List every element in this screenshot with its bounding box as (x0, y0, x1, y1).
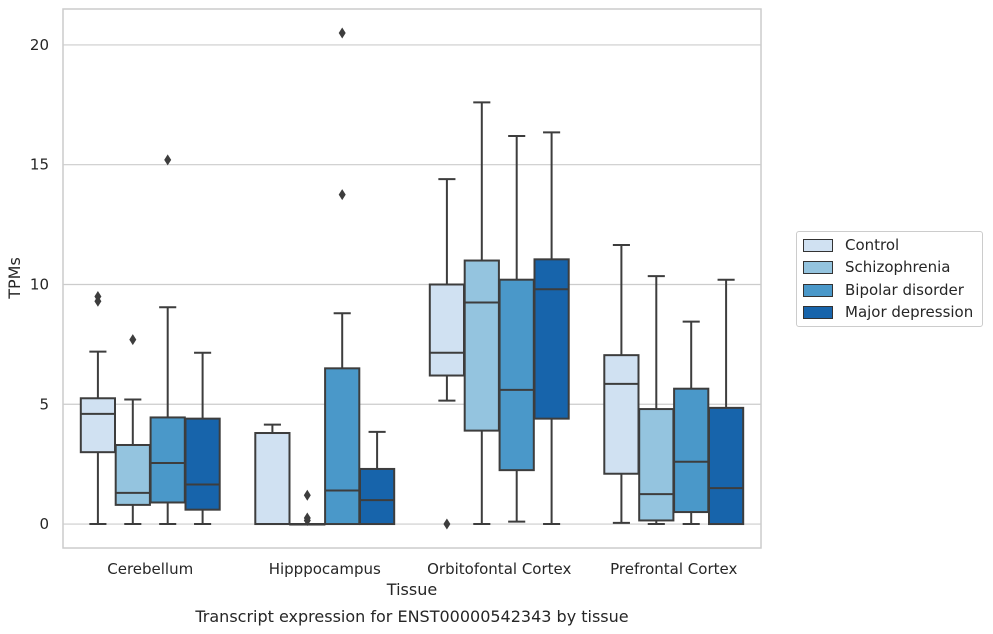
box-plot (254, 423, 291, 526)
box-plot (707, 278, 745, 526)
legend-label: Schizophrenia (845, 258, 951, 276)
box-plot (358, 430, 396, 526)
plot-frame (62, 8, 762, 549)
y-tick-label: 5 (39, 395, 49, 413)
box-iqr (428, 283, 466, 377)
legend-swatch-schizophrenia (803, 260, 833, 274)
outlier-point (94, 290, 102, 302)
box-iqr (114, 443, 151, 506)
legend-item-control: Control (803, 235, 899, 255)
legend-item-bipolar-disorder: Bipolar disorder (803, 280, 964, 300)
x-tick-label: Prefrontal Cortex (610, 560, 737, 578)
box-iqr (254, 432, 291, 526)
x-tick-label: Cerebellum (107, 560, 193, 578)
y-tick-label: 0 (39, 515, 49, 533)
legend-swatch-major-depression (803, 305, 833, 319)
chart-caption: Transcript expression for ENST0000054234… (194, 607, 628, 626)
box-plot (79, 290, 117, 526)
box-iqr (79, 397, 117, 454)
legend-swatch-control (803, 238, 833, 252)
outlier-point (164, 154, 172, 166)
outlier-point (338, 27, 346, 39)
box-iqr (638, 408, 675, 522)
box-plot (114, 334, 151, 526)
outlier-point (303, 489, 311, 501)
legend: Control Schizophrenia Bipolar disorder M… (796, 231, 983, 327)
box-plot (149, 154, 186, 526)
box-plot (533, 131, 570, 526)
box-plots (79, 27, 745, 530)
box-plot (289, 489, 326, 526)
x-axis-label: Tissue (386, 580, 437, 599)
legend-item-major-depression: Major depression (803, 302, 973, 322)
box-plot (498, 134, 535, 523)
outlier-point (303, 514, 311, 526)
y-tick-label: 10 (30, 275, 49, 293)
outlier-point (338, 189, 346, 201)
legend-label: Bipolar disorder (845, 281, 964, 299)
legend-label: Major depression (845, 303, 974, 321)
y-tick-label: 15 (30, 156, 49, 174)
x-tick-label: Hipppocampus (269, 560, 381, 578)
box-iqr (673, 387, 710, 514)
y-tick-label: 20 (30, 36, 49, 54)
box-plot (603, 243, 640, 524)
box-iqr (358, 467, 396, 526)
y-axis-label: TPMs (5, 257, 24, 300)
box-iqr (498, 278, 535, 472)
box-iqr (149, 416, 186, 504)
box-iqr (707, 406, 745, 526)
legend-label: Control (845, 236, 900, 254)
x-tick-labels: Cerebellum Hipppocampus Orbitofontal Corte… (107, 560, 737, 578)
box-iqr (184, 417, 221, 511)
outlier-point (443, 518, 451, 530)
grid-lines (63, 44, 761, 525)
outlier-point (129, 334, 137, 346)
box-plot (184, 351, 221, 526)
box-plot (673, 320, 710, 526)
box-plot (428, 178, 466, 530)
box-iqr (463, 259, 500, 432)
box-iqr (533, 258, 570, 420)
legend-swatch-bipolar-disorder (803, 283, 833, 297)
box-plot (463, 101, 500, 526)
box-iqr (603, 354, 640, 475)
box-plot (638, 275, 675, 526)
legend-item-schizophrenia: Schizophrenia (803, 257, 950, 277)
y-tick-labels: 0 5 10 15 20 (30, 36, 49, 533)
x-tick-label: Orbitofontal Cortex (427, 560, 571, 578)
box-plot (324, 27, 361, 526)
box-iqr (324, 367, 361, 526)
